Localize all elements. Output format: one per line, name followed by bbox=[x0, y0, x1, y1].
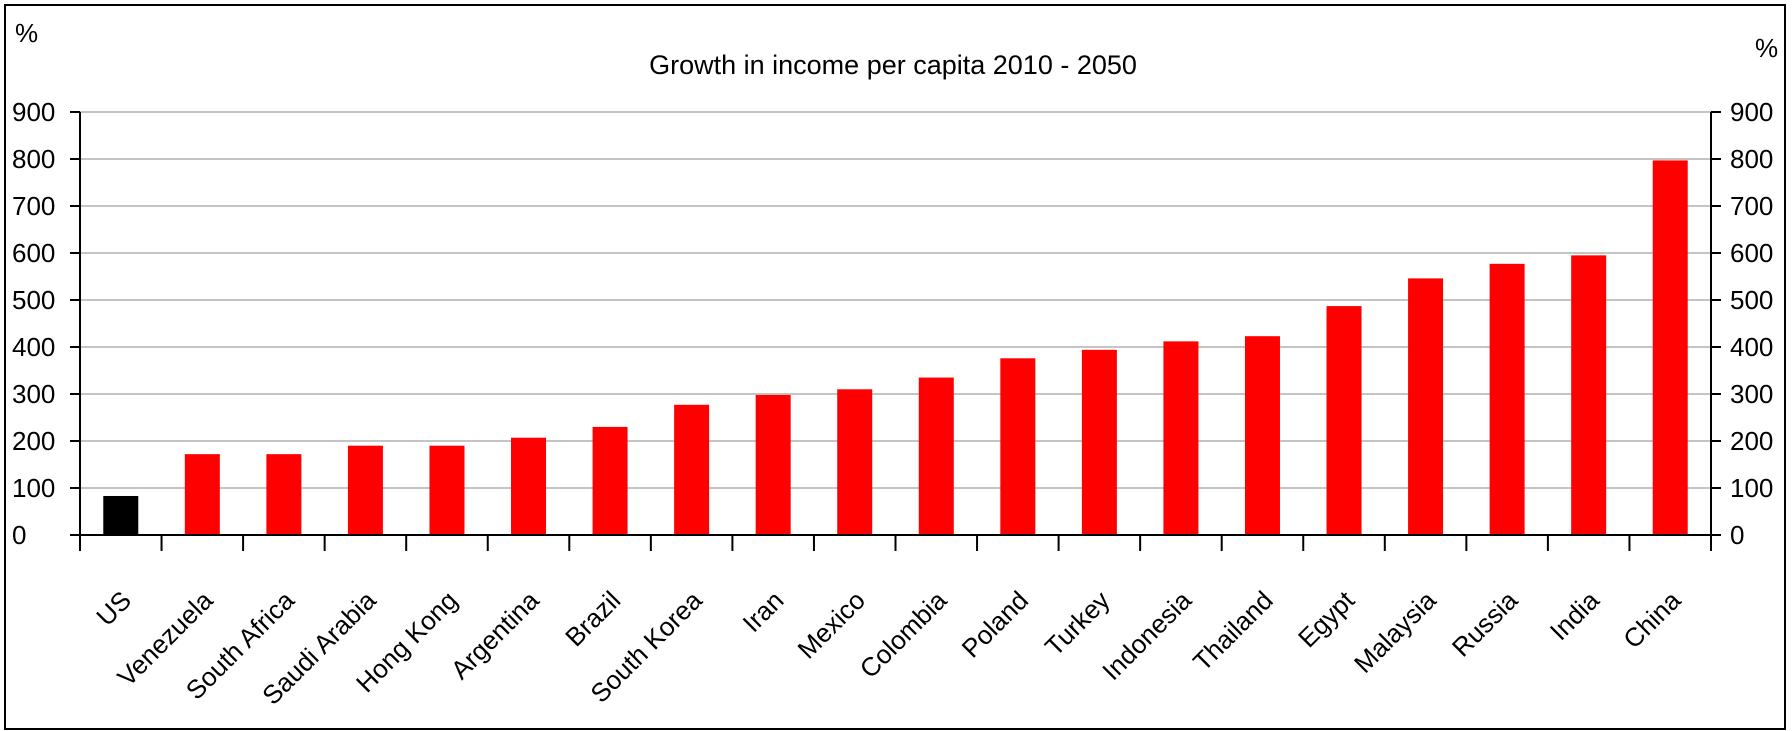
category-label: Thailand bbox=[1187, 585, 1279, 677]
right-tick-label: 600 bbox=[1730, 238, 1773, 268]
right-axis-unit: % bbox=[1755, 33, 1778, 63]
bar bbox=[1652, 160, 1688, 535]
left-tick-label: 500 bbox=[12, 285, 55, 315]
gridlines bbox=[80, 111, 1711, 489]
bar bbox=[184, 454, 220, 535]
left-tick-labels: 0 100 200 300 400 500 600 700 800 900 bbox=[12, 97, 55, 550]
chart-title: Growth in income per capita 2010 - 2050 bbox=[649, 50, 1137, 80]
left-axis-unit: % bbox=[15, 18, 38, 48]
left-tick-label: 100 bbox=[12, 473, 55, 503]
left-tick-label: 600 bbox=[12, 238, 55, 268]
category-label: India bbox=[1544, 585, 1605, 646]
bar bbox=[1081, 349, 1117, 535]
right-tick-label: 300 bbox=[1730, 379, 1773, 409]
left-tick-label: 0 bbox=[12, 520, 26, 550]
category-label: Mexico bbox=[792, 585, 871, 664]
category-label: Iran bbox=[737, 585, 790, 638]
left-tick-label: 200 bbox=[12, 426, 55, 456]
right-tick-label: 100 bbox=[1730, 473, 1773, 503]
bar bbox=[1408, 278, 1444, 535]
bar bbox=[837, 389, 873, 535]
right-tick-label: 500 bbox=[1730, 285, 1773, 315]
category-label: Russia bbox=[1446, 585, 1524, 663]
left-tick-label: 800 bbox=[12, 144, 55, 174]
category-label: Turkey bbox=[1039, 585, 1116, 662]
bar bbox=[511, 437, 547, 535]
category-label: Brazil bbox=[559, 585, 626, 652]
bars bbox=[103, 160, 1688, 535]
right-tick-label: 0 bbox=[1730, 520, 1744, 550]
bar bbox=[1571, 255, 1607, 535]
category-label: Indonesia bbox=[1096, 585, 1197, 686]
right-tick-label: 700 bbox=[1730, 191, 1773, 221]
bar bbox=[1163, 341, 1199, 535]
axes bbox=[70, 111, 1721, 551]
bar bbox=[1000, 358, 1036, 535]
bar bbox=[1326, 306, 1362, 535]
right-tick-label: 800 bbox=[1730, 144, 1773, 174]
left-tick-label: 700 bbox=[12, 191, 55, 221]
bar bbox=[592, 426, 628, 535]
bar bbox=[266, 454, 302, 535]
bar bbox=[755, 394, 791, 535]
bar bbox=[918, 377, 954, 535]
right-tick-labels: 0 100 200 300 400 500 600 700 800 900 bbox=[1730, 97, 1773, 550]
bar bbox=[103, 495, 139, 535]
category-label: Egypt bbox=[1292, 584, 1361, 653]
category-label: Argentina bbox=[445, 585, 545, 685]
category-label: Malaysia bbox=[1348, 585, 1442, 679]
left-tick-label: 400 bbox=[12, 332, 55, 362]
category-label: Poland bbox=[956, 585, 1034, 663]
bar bbox=[429, 445, 465, 535]
bar bbox=[674, 404, 710, 535]
bar bbox=[1489, 263, 1525, 535]
chart-frame bbox=[4, 4, 1786, 730]
bar bbox=[347, 445, 383, 535]
right-tick-label: 900 bbox=[1730, 97, 1773, 127]
category-label: China bbox=[1617, 585, 1687, 655]
category-label: US bbox=[90, 585, 137, 632]
right-tick-label: 400 bbox=[1730, 332, 1773, 362]
right-tick-label: 200 bbox=[1730, 426, 1773, 456]
left-tick-label: 300 bbox=[12, 379, 55, 409]
bar bbox=[1244, 336, 1280, 535]
left-tick-label: 900 bbox=[12, 97, 55, 127]
category-label: Colombia bbox=[854, 585, 953, 684]
